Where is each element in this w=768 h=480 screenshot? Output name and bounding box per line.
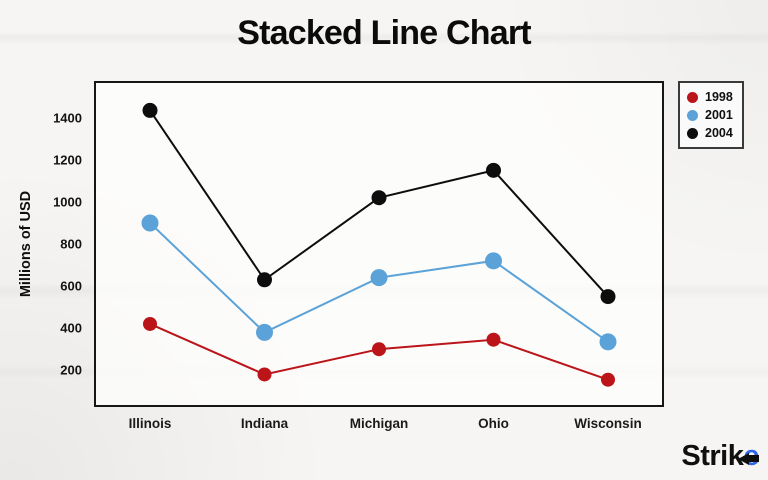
legend-dot-2004-icon <box>687 127 698 139</box>
y-tick-label: 1400 <box>53 110 82 125</box>
y-tick-label: 600 <box>60 279 82 294</box>
legend-item-2004: 2004 <box>687 127 735 140</box>
x-category-label: Wisconsin <box>574 416 641 431</box>
chart-title: Stacked Line Chart <box>237 14 531 52</box>
y-tick-label: 1200 <box>53 152 82 167</box>
strike-logo: Strike <box>681 442 759 471</box>
legend-dot-1998-icon <box>687 91 698 103</box>
logo-text-stri: Stri <box>681 440 728 472</box>
data-point-2004-Ohio <box>486 162 501 178</box>
legend-item-1998: 1998 <box>687 91 735 104</box>
data-point-2001-Ohio <box>485 252 502 270</box>
x-category-label: Ohio <box>478 416 509 431</box>
data-point-2001-Indiana <box>256 323 273 341</box>
data-point-1998-Michigan <box>372 342 386 357</box>
legend-item-2001: 2001 <box>687 109 735 122</box>
data-point-2004-Wisconsin <box>600 289 616 305</box>
data-point-2001-Illinois <box>141 214 159 232</box>
data-point-2001-Michigan <box>370 269 388 287</box>
y-axis-title: Millions of USD <box>18 191 34 297</box>
legend-label: 1998 <box>705 89 733 104</box>
y-tick-label: 200 <box>60 363 82 378</box>
data-point-2004-Michigan <box>371 190 387 206</box>
x-category-label: Indiana <box>241 416 289 431</box>
legend-label: 2004 <box>705 125 733 140</box>
legend-label: 2001 <box>705 107 733 122</box>
legend: 1998 2001 2004 <box>678 81 744 149</box>
data-point-2004-Illinois <box>142 102 158 118</box>
y-tick-label: 1000 <box>53 194 82 209</box>
data-point-2004-Indiana <box>257 272 272 288</box>
logo-arrow-icon <box>738 452 760 465</box>
legend-dot-2001-icon <box>687 109 698 121</box>
y-tick-label: 400 <box>60 321 82 336</box>
data-point-1998-Ohio <box>486 332 501 347</box>
y-tick-label: 800 <box>60 237 82 252</box>
logo-letter-e: e <box>738 442 759 471</box>
data-point-1998-Wisconsin <box>601 372 615 387</box>
data-point-1998-Illinois <box>143 316 157 331</box>
data-point-2001-Wisconsin <box>599 333 617 351</box>
data-point-1998-Indiana <box>257 367 272 382</box>
plot-area <box>94 81 664 407</box>
x-category-label: Michigan <box>350 416 409 431</box>
x-category-label: Illinois <box>129 416 172 431</box>
